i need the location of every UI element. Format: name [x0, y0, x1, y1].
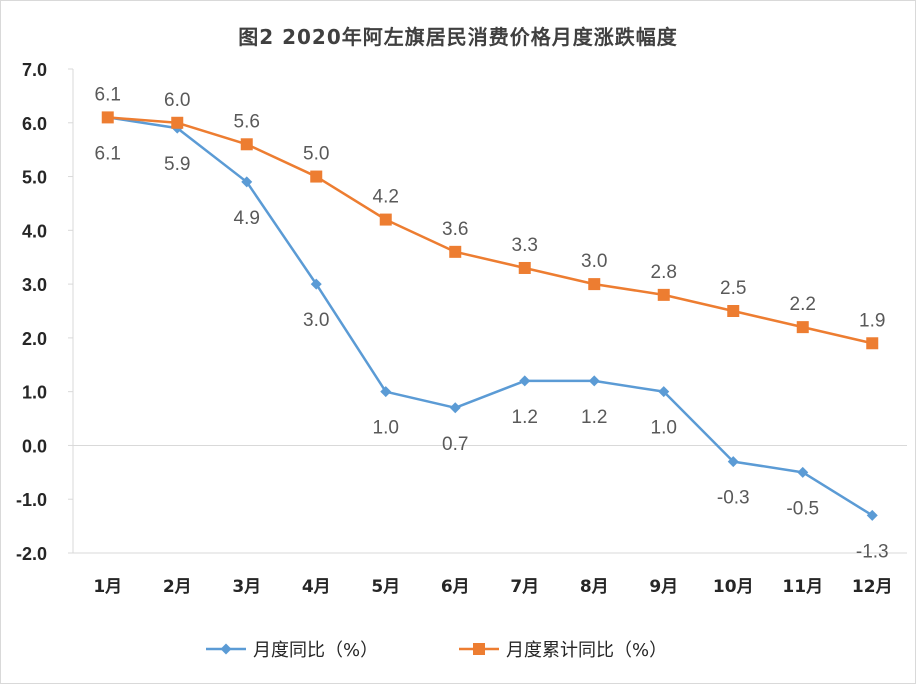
axes: 7.0 6.0 5.0 4.0 3.0 2.0 1.0 0.0 -1.0 -2.0 1月 2月 3月 4月… [16, 60, 907, 597]
diamond-marker [797, 466, 809, 478]
y-tick-label: 5.0 [22, 168, 47, 188]
series-square [101, 111, 879, 350]
data-label: 5.6 [234, 111, 260, 132]
x-tick-label: 4月 [302, 577, 331, 597]
x-tick-label: 10月 [713, 577, 754, 597]
chart-title: 图2 2020年阿左旗居民消费价格月度涨跌幅度 [238, 25, 678, 49]
y-tick-label: 0.0 [22, 436, 47, 456]
square-marker [171, 116, 184, 129]
diamond-marker [658, 386, 670, 398]
series-diamond [102, 111, 878, 521]
data-label: 4.9 [234, 208, 260, 229]
data-labels: 6.1 5.9 4.9 3.0 1.0 0.7 1.2 1.2 1.0 -0.3 -0.5 -1.3 6… [95, 84, 889, 562]
series-line [107, 116, 873, 517]
square-marker [379, 213, 392, 226]
data-label: 1.9 [859, 310, 885, 331]
legend-square-icon [473, 643, 485, 655]
y-tick-label: 4.0 [22, 221, 47, 241]
y-tick-label: 3.0 [22, 275, 47, 295]
square-marker [727, 305, 740, 317]
data-label: 1.2 [512, 407, 538, 428]
diamond-marker [380, 386, 392, 398]
data-label: 6.0 [164, 90, 190, 111]
series-line [107, 116, 873, 345]
data-label: 2.8 [651, 262, 677, 283]
data-label: -0.3 [717, 488, 750, 509]
data-label: 3.6 [442, 219, 468, 240]
data-label: 3.0 [303, 310, 329, 331]
data-label: 5.9 [164, 154, 190, 175]
data-label: 1.0 [373, 418, 399, 439]
legend-item-diamond: 月度同比（%） [206, 640, 378, 661]
data-label: 1.2 [581, 407, 607, 428]
data-label: 1.0 [651, 418, 677, 439]
series-layer [101, 111, 879, 521]
x-tick-label: 9月 [649, 577, 678, 597]
square-marker [588, 278, 601, 291]
legend-diamond-icon [220, 643, 232, 655]
x-tick-label: 11月 [782, 577, 823, 597]
data-label: 2.5 [720, 278, 746, 299]
diamond-marker [449, 402, 461, 414]
data-label: -0.5 [786, 498, 819, 519]
y-tick-label: -2.0 [16, 544, 47, 564]
diamond-marker [519, 375, 531, 387]
square-marker [449, 245, 462, 258]
square-marker [796, 321, 809, 334]
diamond-marker [310, 278, 322, 290]
x-tick-label: 12月 [852, 577, 893, 597]
y-tick-label: 7.0 [22, 60, 47, 80]
x-tick-label: 5月 [371, 577, 400, 597]
legend-label: 月度累计同比（%） [506, 640, 667, 661]
y-tick-label: 2.0 [22, 329, 47, 349]
data-label: 5.0 [303, 144, 329, 165]
diamond-marker [727, 456, 739, 468]
data-label: 6.1 [95, 84, 121, 105]
x-tick-label: 1月 [93, 577, 122, 597]
square-marker [518, 261, 531, 274]
y-tick-label: 1.0 [22, 383, 47, 403]
x-tick-label: 8月 [580, 577, 609, 597]
legend: 月度同比（%） 月度累计同比（%） [206, 640, 667, 661]
y-tick-label: 6.0 [22, 114, 47, 134]
legend-label: 月度同比（%） [253, 640, 378, 661]
square-marker [657, 288, 670, 301]
y-tick-label: -1.0 [16, 490, 47, 510]
data-label: 0.7 [442, 434, 468, 455]
data-label: 4.2 [373, 187, 399, 208]
data-label: 3.0 [581, 251, 607, 272]
square-marker [101, 111, 114, 124]
legend-item-square: 月度累计同比（%） [459, 640, 667, 661]
x-tick-label: 6月 [441, 577, 470, 597]
square-marker [866, 337, 879, 350]
x-tick-label: 2月 [163, 577, 192, 597]
diamond-marker [241, 176, 253, 188]
data-label: 3.3 [512, 235, 538, 256]
x-tick-label: 7月 [510, 577, 539, 597]
diamond-marker [588, 375, 600, 387]
square-marker [310, 170, 323, 183]
square-marker [240, 138, 253, 151]
data-label: 6.1 [95, 143, 121, 164]
data-label: 2.2 [790, 294, 816, 315]
x-tick-label: 3月 [232, 577, 261, 597]
data-label: -1.3 [856, 541, 889, 562]
